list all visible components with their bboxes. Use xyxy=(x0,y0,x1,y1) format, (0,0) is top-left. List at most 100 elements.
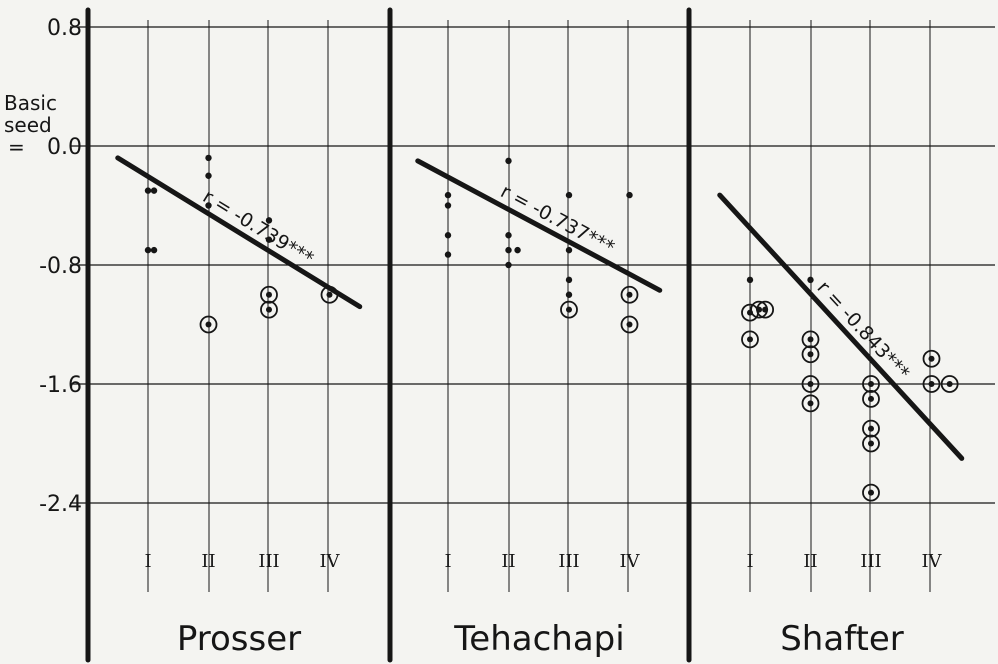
point-dot xyxy=(565,246,573,254)
point-ring xyxy=(801,375,820,393)
point-dot xyxy=(807,381,814,387)
y-axis-label: Basic xyxy=(4,91,57,115)
point-dot xyxy=(565,191,573,199)
point-circled xyxy=(940,375,959,393)
point-ring xyxy=(260,300,278,319)
point-dot xyxy=(505,232,512,239)
point-circled xyxy=(320,285,339,304)
point-dot xyxy=(807,351,814,358)
point-circled xyxy=(741,330,759,349)
point-dot xyxy=(150,246,158,254)
point-circled xyxy=(862,483,880,502)
point-ring xyxy=(741,330,759,349)
point-dot xyxy=(762,306,769,313)
point-dot xyxy=(265,217,273,224)
point-dot xyxy=(505,157,512,165)
point-dot xyxy=(868,425,874,432)
point-ring xyxy=(862,375,880,393)
point-ring xyxy=(862,419,880,438)
point-dot xyxy=(444,202,452,209)
point-dot xyxy=(144,246,152,254)
point-dot xyxy=(807,336,814,343)
category-label-II: II xyxy=(201,551,215,572)
correlation-label: r = -0.739*** xyxy=(199,186,317,270)
point-ring xyxy=(922,375,941,393)
grid xyxy=(70,20,995,592)
point-dot xyxy=(205,172,212,179)
point-ring xyxy=(260,285,278,304)
y-tick-label-0: 0.8 xyxy=(47,16,82,41)
point-ring xyxy=(940,375,959,393)
category-label-IV: IV xyxy=(619,551,640,572)
point-circled xyxy=(862,389,880,408)
point-dot xyxy=(505,246,512,254)
point-circled xyxy=(620,285,639,304)
point-ring xyxy=(620,285,639,304)
point-ring xyxy=(862,389,880,408)
point-ring xyxy=(320,285,339,304)
category-label-I: I xyxy=(746,551,753,572)
point-circled xyxy=(922,375,941,393)
panel-prosser: I II III IVr = -0.739***Prosser xyxy=(115,154,363,659)
point-dot xyxy=(266,306,272,313)
y-tick-label-4: -2.4 xyxy=(39,492,82,517)
point-dot xyxy=(565,291,573,298)
point-circled xyxy=(620,315,639,334)
point-ring xyxy=(862,434,880,453)
point-ring xyxy=(862,483,880,502)
point-circled xyxy=(862,375,880,393)
category-label-III: III xyxy=(860,551,881,572)
point-ring xyxy=(922,349,941,368)
point-circled xyxy=(260,300,278,319)
point-dot xyxy=(807,400,814,407)
point-dot xyxy=(566,306,572,313)
point-ring xyxy=(560,300,578,319)
y-axis-label-line-2: seed xyxy=(4,113,52,137)
panel-title: Tehachapi xyxy=(453,619,624,659)
y-axis: Basic seed = 0.8 0.0 -0.8 -1.6 -2.4 xyxy=(4,16,82,517)
panel-title: Shafter xyxy=(780,619,904,659)
point-circled xyxy=(922,349,941,368)
y-tick-label-1: 0.0 xyxy=(47,135,82,160)
point-ring xyxy=(620,315,639,334)
point-circled xyxy=(756,300,775,319)
point-circled xyxy=(199,315,218,334)
point-dot xyxy=(144,187,152,194)
regression-line xyxy=(415,158,663,293)
regression-line xyxy=(115,155,363,310)
point-circled xyxy=(801,345,820,364)
category-label-II: II xyxy=(501,551,515,572)
point-circled xyxy=(862,419,880,438)
point-dot xyxy=(514,246,521,254)
point-dot xyxy=(868,395,874,402)
y-axis-label-equals: = xyxy=(8,135,25,159)
category-label-III: III xyxy=(558,551,579,572)
point-dot xyxy=(444,251,452,258)
panel-borders xyxy=(85,7,692,663)
point-circled xyxy=(801,394,820,413)
point-dot xyxy=(626,291,633,298)
y-tick-label-2: -0.8 xyxy=(39,254,82,279)
point-dot xyxy=(444,191,452,199)
point-circled xyxy=(560,300,578,319)
point-dot xyxy=(205,321,212,328)
point-dot xyxy=(626,321,633,328)
point-dot xyxy=(868,489,874,496)
point-dot xyxy=(928,381,935,387)
regression-line xyxy=(717,192,965,461)
point-dot xyxy=(807,276,814,284)
point-dot xyxy=(505,261,512,269)
point-dot xyxy=(150,187,158,194)
point-dot xyxy=(565,276,573,284)
point-dot xyxy=(868,381,874,387)
point-circled xyxy=(862,434,880,453)
category-label-I: I xyxy=(144,551,151,572)
correlation-label: r = -0.843*** xyxy=(813,277,914,384)
category-label-II: II xyxy=(803,551,817,572)
category-label-I: I xyxy=(444,551,451,572)
category-label-IV: IV xyxy=(319,551,340,572)
category-label-III: III xyxy=(258,551,279,572)
point-dot xyxy=(205,202,212,209)
